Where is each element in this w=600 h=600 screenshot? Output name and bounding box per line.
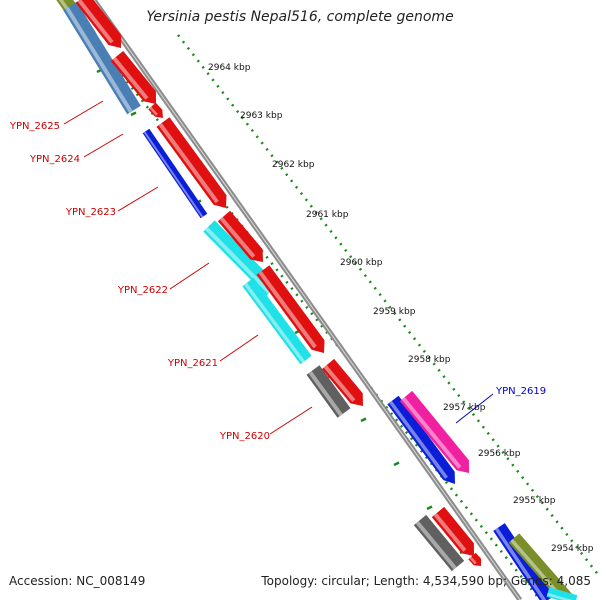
gene-arrow-highlight bbox=[469, 556, 477, 565]
label-leader-lines bbox=[63, 100, 494, 435]
kbp-label: 2955 kbp bbox=[513, 496, 556, 506]
gene-arrow-highlight bbox=[149, 106, 158, 116]
gene-arrow-highlight bbox=[112, 57, 149, 100]
leader-line bbox=[455, 393, 494, 424]
gene-label[interactable]: YPN_2620 bbox=[219, 431, 270, 442]
gene-arrow-highlight bbox=[323, 365, 356, 402]
gene-label[interactable]: YPN_2624 bbox=[29, 154, 80, 165]
gene-arrow[interactable] bbox=[399, 390, 469, 473]
gene-arrow-highlight bbox=[494, 527, 547, 600]
kbp-scale-labels: 2964 kbp 2963 kbp 2962 kbp 2961 kbp 2960 kbp… bbox=[208, 63, 594, 554]
gene-arrow[interactable] bbox=[468, 552, 482, 566]
gene-label[interactable]: YPN_2623 bbox=[65, 207, 116, 218]
genome-summary-text: Topology: circular; Length: 4,534,590 bp… bbox=[261, 574, 591, 588]
gene-labels: YPN_2625 YPN_2624 YPN_2623 YPN_2622 YPN_2621… bbox=[9, 121, 546, 442]
kbp-label: 2956 kbp bbox=[478, 449, 521, 459]
gene-arrow-highlight bbox=[244, 282, 305, 363]
tick-mark bbox=[426, 505, 433, 511]
kbp-label: 2962 kbp bbox=[272, 160, 315, 170]
gene-arrow[interactable] bbox=[110, 51, 156, 104]
tick-mark bbox=[130, 111, 137, 117]
gene-arrow-highlight bbox=[308, 370, 343, 417]
gene-features bbox=[56, 0, 578, 600]
gene-arrow[interactable] bbox=[217, 210, 263, 262]
gene-arrow-highlight bbox=[547, 592, 573, 600]
gene-arrow[interactable] bbox=[142, 128, 208, 219]
accession-text: Accession: NC_008149 bbox=[9, 574, 146, 588]
gene-label[interactable]: YPN_2625 bbox=[9, 121, 60, 132]
gene-arrow[interactable] bbox=[493, 523, 554, 600]
inner-tick-ring bbox=[61, 0, 541, 600]
gene-arrow-highlight bbox=[205, 227, 271, 294]
gene-arrow-highlight bbox=[389, 400, 448, 479]
leader-line bbox=[83, 133, 124, 158]
gene-arrow[interactable] bbox=[413, 514, 465, 572]
tick-mark bbox=[393, 461, 400, 467]
gene-label[interactable]: YPN_2622 bbox=[117, 285, 168, 296]
gene-label[interactable]: YPN_2619 bbox=[495, 386, 546, 397]
gene-arrow-highlight bbox=[433, 513, 467, 552]
kbp-label: 2954 kbp bbox=[551, 544, 594, 554]
gene-arrow[interactable] bbox=[431, 506, 474, 556]
gene-arrow-highlight bbox=[65, 6, 133, 113]
kbp-label: 2964 kbp bbox=[208, 63, 251, 73]
gene-arrow[interactable] bbox=[321, 358, 363, 406]
gene-arrow[interactable] bbox=[242, 277, 312, 365]
gene-arrow-highlight bbox=[219, 217, 256, 258]
leader-line bbox=[269, 406, 313, 435]
kbp-label: 2958 kbp bbox=[408, 355, 451, 365]
gene-arrow-highlight bbox=[415, 521, 457, 570]
kbp-label: 2961 kbp bbox=[306, 210, 349, 220]
gene-arrow-highlight bbox=[143, 131, 204, 218]
genome-backbone-highlight bbox=[93, 0, 521, 600]
kbp-label: 2963 kbp bbox=[240, 111, 283, 121]
gene-arrow-highlight bbox=[77, 0, 114, 44]
tick-mark bbox=[360, 417, 367, 423]
kbp-label: 2960 kbp bbox=[340, 258, 383, 268]
gene-arrow[interactable] bbox=[306, 365, 351, 418]
leader-line bbox=[117, 186, 159, 212]
leader-line bbox=[219, 334, 259, 362]
gene-arrow-highlight bbox=[401, 397, 462, 469]
gene-label[interactable]: YPN_2621 bbox=[167, 358, 218, 369]
leader-line bbox=[63, 100, 104, 125]
kbp-label: 2959 kbp bbox=[373, 307, 416, 317]
gene-arrow-highlight bbox=[258, 270, 317, 349]
kbp-label: 2957 kbp bbox=[443, 403, 486, 413]
leader-line bbox=[169, 262, 210, 290]
gene-arrow-highlight bbox=[158, 122, 219, 204]
gene-arrow[interactable] bbox=[148, 102, 163, 118]
gene-arrow[interactable] bbox=[508, 533, 574, 600]
map-title: Yersinia pestis Nepal516, complete genom… bbox=[146, 9, 454, 25]
